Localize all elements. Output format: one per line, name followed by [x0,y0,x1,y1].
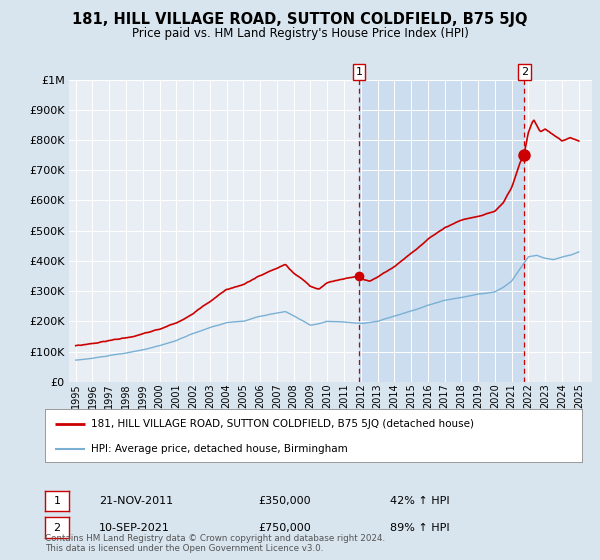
Text: Contains HM Land Registry data © Crown copyright and database right 2024.
This d: Contains HM Land Registry data © Crown c… [45,534,385,553]
Text: 181, HILL VILLAGE ROAD, SUTTON COLDFIELD, B75 5JQ (detached house): 181, HILL VILLAGE ROAD, SUTTON COLDFIELD… [91,419,473,429]
Text: 89% ↑ HPI: 89% ↑ HPI [390,522,449,533]
Text: Price paid vs. HM Land Registry's House Price Index (HPI): Price paid vs. HM Land Registry's House … [131,27,469,40]
Text: 181, HILL VILLAGE ROAD, SUTTON COLDFIELD, B75 5JQ: 181, HILL VILLAGE ROAD, SUTTON COLDFIELD… [72,12,528,27]
Text: £750,000: £750,000 [258,522,311,533]
Text: 1: 1 [53,496,61,506]
Text: £350,000: £350,000 [258,496,311,506]
Bar [359,80,524,382]
Text: 21-NOV-2011: 21-NOV-2011 [99,496,173,506]
Text: HPI: Average price, detached house, Birmingham: HPI: Average price, detached house, Birm… [91,444,347,454]
Text: 42% ↑ HPI: 42% ↑ HPI [390,496,449,506]
Text: 1: 1 [356,67,362,77]
Text: 2: 2 [521,67,528,77]
Text: 2: 2 [53,522,61,533]
Text: 10-SEP-2021: 10-SEP-2021 [99,522,170,533]
